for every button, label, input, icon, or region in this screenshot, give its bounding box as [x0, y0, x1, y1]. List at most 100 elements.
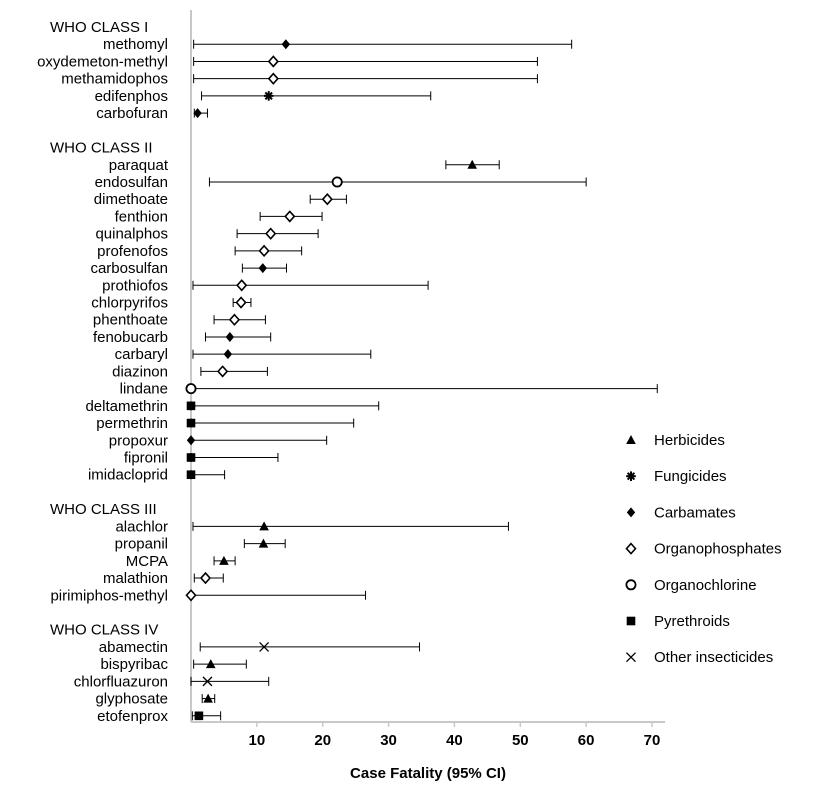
row-label: fenthion	[115, 208, 168, 225]
row-label: quinalphos	[95, 226, 168, 243]
x-tick-label: 30	[380, 732, 397, 749]
point-estimate	[205, 659, 216, 669]
legend-marker	[626, 435, 636, 444]
ci-row	[193, 72, 538, 85]
point-estimate	[186, 401, 196, 411]
ci-row	[193, 108, 208, 119]
x-tick-label: 20	[314, 732, 331, 749]
ci-row	[241, 263, 287, 274]
ci-row	[201, 693, 216, 704]
row-label: MCPA	[126, 553, 168, 570]
row-label: etofenprox	[97, 708, 168, 725]
point-estimate	[194, 711, 204, 721]
ci-row	[186, 401, 380, 411]
ci-row	[193, 659, 247, 669]
row-label: carbaryl	[115, 346, 168, 363]
legend: Herbicides Fungicides Carbamates Organophos…	[625, 432, 782, 666]
row-label: profenofos	[97, 243, 168, 260]
legend-label: Other insecticides	[654, 649, 773, 666]
row-label: propoxur	[109, 432, 168, 449]
row-label: phenthoate	[93, 312, 168, 329]
point-estimate	[331, 176, 343, 188]
row-label: permethrin	[96, 415, 168, 432]
ci-row	[309, 193, 347, 206]
point-estimate	[263, 91, 274, 101]
x-tick-label: 60	[578, 732, 595, 749]
point-estimate	[225, 331, 235, 342]
row-label: alachlor	[115, 518, 168, 535]
ci-row	[191, 711, 222, 721]
row-label: carbosulfan	[90, 260, 168, 277]
legend-marker	[626, 507, 636, 518]
point-estimate	[321, 193, 333, 206]
legend-marker	[626, 471, 636, 481]
row-label: bispyribac	[100, 656, 168, 673]
group-label: WHO CLASS III	[50, 501, 157, 518]
legend-item: Carbamates	[626, 504, 736, 521]
ci-row	[243, 538, 286, 549]
ci-row	[186, 453, 279, 462]
legend-marker	[625, 579, 637, 591]
point-estimate	[217, 365, 229, 378]
point-estimate	[186, 470, 196, 480]
point-estimate	[467, 159, 478, 169]
ci-row	[199, 641, 421, 652]
row-label: fenobucarb	[93, 329, 168, 346]
row-label: edifenphos	[95, 88, 168, 105]
row-label: imidacloprid	[88, 467, 168, 484]
legend-item: Fungicides	[626, 468, 727, 485]
legend-label: Organophosphates	[654, 541, 782, 558]
legend-item: Pyrethroids	[626, 613, 730, 630]
x-tick-label: 40	[446, 732, 463, 749]
ci-row	[208, 176, 587, 188]
ci-row	[445, 159, 500, 170]
group-label: WHO CLASS IV	[50, 622, 158, 639]
row-label: glyphosate	[95, 691, 168, 708]
row-label: pirimiphos-methyl	[50, 587, 168, 604]
ci-row	[213, 555, 236, 566]
point-estimate	[259, 641, 270, 652]
row-label: carbofuran	[96, 105, 168, 122]
legend-item: Organochlorine	[625, 577, 757, 594]
point-estimate	[186, 453, 196, 462]
point-estimate	[258, 263, 267, 274]
ci-row	[234, 244, 303, 258]
point-estimate	[235, 296, 247, 309]
ci-row	[204, 331, 272, 342]
ci-row	[259, 210, 323, 223]
point-estimate	[265, 227, 277, 240]
ci-row	[193, 39, 573, 50]
ci-row	[186, 418, 355, 428]
group-label: WHO CLASS I	[50, 19, 148, 36]
x-tick-label: 10	[249, 732, 266, 749]
ci-row	[192, 279, 429, 292]
point-estimate	[185, 383, 197, 395]
legend-marker	[626, 652, 636, 663]
x-axis-label: Case Fatality (95% CI)	[350, 765, 506, 782]
data-marks	[185, 39, 658, 721]
axes: 10 20 30 40 50 60 70	[190, 10, 665, 749]
point-estimate	[258, 244, 270, 258]
legend-label: Pyrethroids	[654, 613, 730, 630]
ci-row	[186, 435, 328, 446]
ci-row	[190, 676, 270, 687]
point-estimate	[185, 589, 197, 602]
x-tick-label: 50	[512, 732, 529, 749]
point-estimate	[202, 676, 213, 687]
row-label: diazinon	[112, 363, 168, 380]
point-estimate	[193, 108, 202, 119]
row-label: fipronil	[124, 450, 168, 467]
row-label: lindane	[120, 381, 168, 398]
ci-row	[185, 383, 658, 395]
row-label: methomyl	[103, 36, 168, 53]
ci-row	[213, 313, 266, 326]
legend-label: Herbicides	[654, 432, 725, 449]
row-label: chlorfluazuron	[74, 673, 168, 690]
row-label: propanil	[115, 536, 168, 553]
legend-item: Organophosphates	[625, 541, 782, 558]
point-estimate	[236, 279, 248, 292]
point-estimate	[258, 538, 269, 548]
point-estimate	[219, 555, 229, 565]
row-label: prothiofos	[102, 277, 168, 294]
ci-row	[192, 521, 509, 531]
